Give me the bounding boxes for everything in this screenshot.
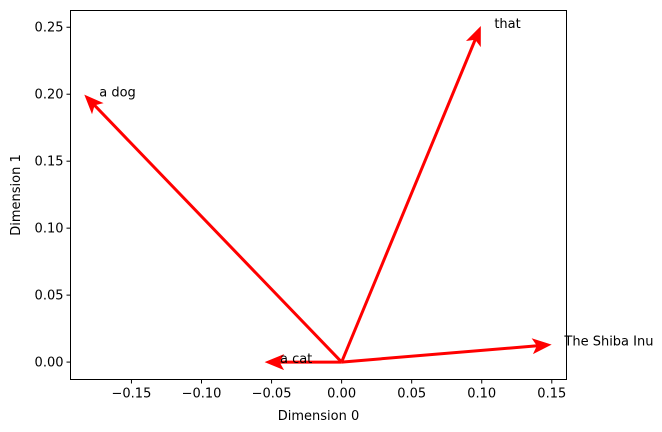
x-axis-label: Dimension 0 bbox=[278, 409, 360, 424]
x-tick-label: 0.00 bbox=[327, 387, 356, 402]
vector-shaft bbox=[93, 103, 343, 364]
y-axis-ticks: 0.00 0.05 0.10 0.15 0.20 0.25 bbox=[35, 21, 71, 371]
x-tick-label: −0.10 bbox=[182, 387, 222, 402]
x-tick-label: −0.05 bbox=[252, 387, 292, 402]
x-tick-label: 0.15 bbox=[537, 387, 566, 402]
x-tick-label: 0.10 bbox=[467, 387, 496, 402]
y-axis-label: Dimension 1 bbox=[9, 154, 24, 236]
y-tick-label: 0.00 bbox=[35, 356, 64, 371]
y-tick-label: 0.10 bbox=[35, 222, 64, 237]
vector-arrowhead bbox=[465, 26, 481, 48]
plot-frame bbox=[70, 10, 567, 380]
vector-shaft bbox=[340, 38, 477, 363]
y-tick-label: 0.20 bbox=[35, 88, 64, 103]
y-tick-label: 0.05 bbox=[35, 289, 64, 304]
y-tick-label: 0.15 bbox=[35, 155, 64, 170]
x-tick-label: −0.15 bbox=[112, 387, 152, 402]
vector-labels: a dog that a cat The Shiba Inu bbox=[99, 17, 653, 367]
vector-label: that bbox=[494, 17, 520, 32]
vector-label: a dog bbox=[99, 86, 136, 101]
vector-arrowhead bbox=[84, 94, 104, 115]
vector-label: The Shiba Inu bbox=[563, 335, 653, 350]
vector-label: a cat bbox=[280, 352, 312, 367]
x-axis-ticks: −0.15 −0.10 −0.05 0.00 0.05 0.10 0.15 bbox=[112, 379, 566, 402]
vector-shaft bbox=[341, 344, 538, 364]
vector-arrowhead bbox=[264, 354, 285, 371]
vector-arrows bbox=[84, 26, 552, 371]
vector-arrowhead bbox=[531, 338, 552, 355]
x-tick-label: 0.05 bbox=[397, 387, 426, 402]
y-tick-label: 0.25 bbox=[35, 21, 64, 36]
